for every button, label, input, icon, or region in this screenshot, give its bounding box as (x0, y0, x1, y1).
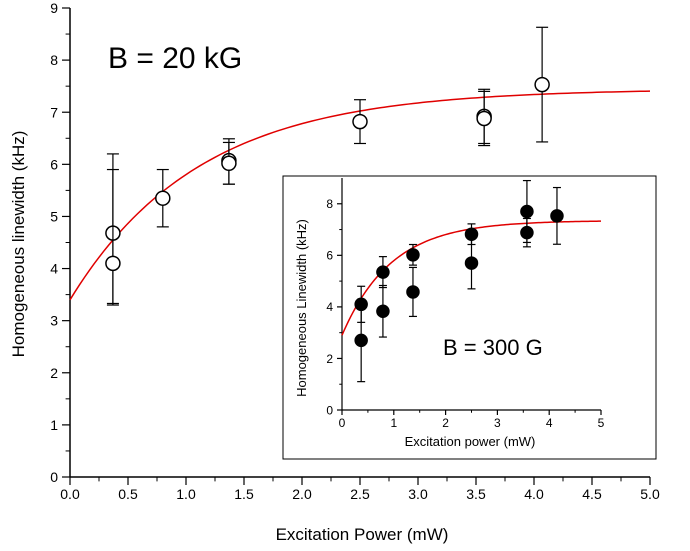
inset-x-tick-label: 0 (339, 416, 346, 430)
inset-frame (282, 175, 657, 460)
main-x-tick-label: 3.5 (466, 486, 486, 502)
inset-x-tick-label: 3 (494, 416, 501, 430)
inset-field-annotation: B = 300 G (443, 335, 543, 360)
main-data-point (476, 110, 492, 127)
main-x-tick-label: 1.5 (234, 486, 254, 502)
main-data-point (534, 76, 550, 93)
main-y-tick-label: 9 (50, 0, 58, 16)
inset-y-axis-label: Homogeneous Linewidth (kHz) (294, 219, 309, 397)
inset-y-tick-label: 8 (326, 197, 333, 211)
main-x-tick-label: 2.0 (292, 486, 312, 502)
inset-chart: 0 1 2 3 4 5 0 2 4 6 8 Excitation power (mW) Homoge… (282, 175, 657, 460)
inset-x-tick-label: 1 (390, 416, 397, 430)
main-x-axis-label: Excitation Power (mW) (276, 525, 449, 544)
inset-y-tick-label: 0 (326, 403, 333, 417)
main-y-tick-label: 8 (50, 52, 58, 68)
main-chart: 0.0 0.5 1.0 1.5 2.0 2.5 3.0 3.5 4.0 4.5 5.0 0 1 2 3 4 5 6… (9, 0, 660, 544)
inset-data-point (376, 304, 390, 319)
main-data-point (352, 113, 368, 130)
main-x-tick-label: 0.0 (60, 486, 80, 502)
main-x-tick-label: 5.0 (640, 486, 660, 502)
inset-x-axis-label: Excitation power (mW) (405, 434, 536, 449)
main-y-tick-label: 3 (50, 313, 58, 329)
main-x-tick-label: 2.5 (350, 486, 370, 502)
main-field-annotation: B = 20 kG (108, 42, 242, 75)
inset-data-point (520, 225, 534, 240)
inset-data-point (550, 209, 564, 223)
inset-y-tick-label: 4 (326, 300, 333, 314)
main-x-tick-label: 1.0 (176, 486, 196, 502)
main-y-tick-label: 0 (50, 469, 58, 485)
main-y-tick-label: 4 (50, 261, 58, 277)
main-x-tick-label: 0.5 (118, 486, 138, 502)
inset-data-point (406, 248, 420, 262)
inset-x-tick-label: 4 (546, 416, 553, 430)
main-y-tick-label: 7 (50, 104, 58, 120)
main-y-tick-label: 1 (50, 417, 58, 433)
main-y-axis-label: Homogeneous linewidth (kHz) (9, 131, 28, 358)
main-y-tick-label: 6 (50, 156, 58, 172)
main-data-point (105, 255, 121, 272)
main-y-tick-label: 2 (50, 365, 58, 381)
inset-y-tick-label: 2 (326, 352, 333, 366)
main-ticks: 0.0 0.5 1.0 1.5 2.0 2.5 3.0 3.5 4.0 4.5 5.0 0 1 2 3 4 5 6… (50, 0, 660, 502)
inset-data-point (376, 265, 390, 279)
inset-data-point (464, 256, 479, 270)
main-x-tick-label: 4.5 (582, 486, 602, 502)
main-data-point (221, 155, 237, 172)
main-x-tick-label: 4.0 (524, 486, 544, 502)
inset-x-tick-label: 5 (598, 416, 605, 430)
inset-data-point (520, 204, 534, 219)
main-points (105, 26, 550, 306)
inset-x-tick-label: 2 (442, 416, 449, 430)
inset-y-tick-label: 6 (326, 249, 333, 263)
main-x-tick-label: 3.0 (408, 486, 428, 502)
main-y-tick-label: 5 (50, 208, 58, 224)
main-data-point (155, 190, 171, 206)
inset-data-point (354, 333, 368, 348)
inset-points (354, 179, 564, 383)
inset-data-point (406, 285, 420, 299)
